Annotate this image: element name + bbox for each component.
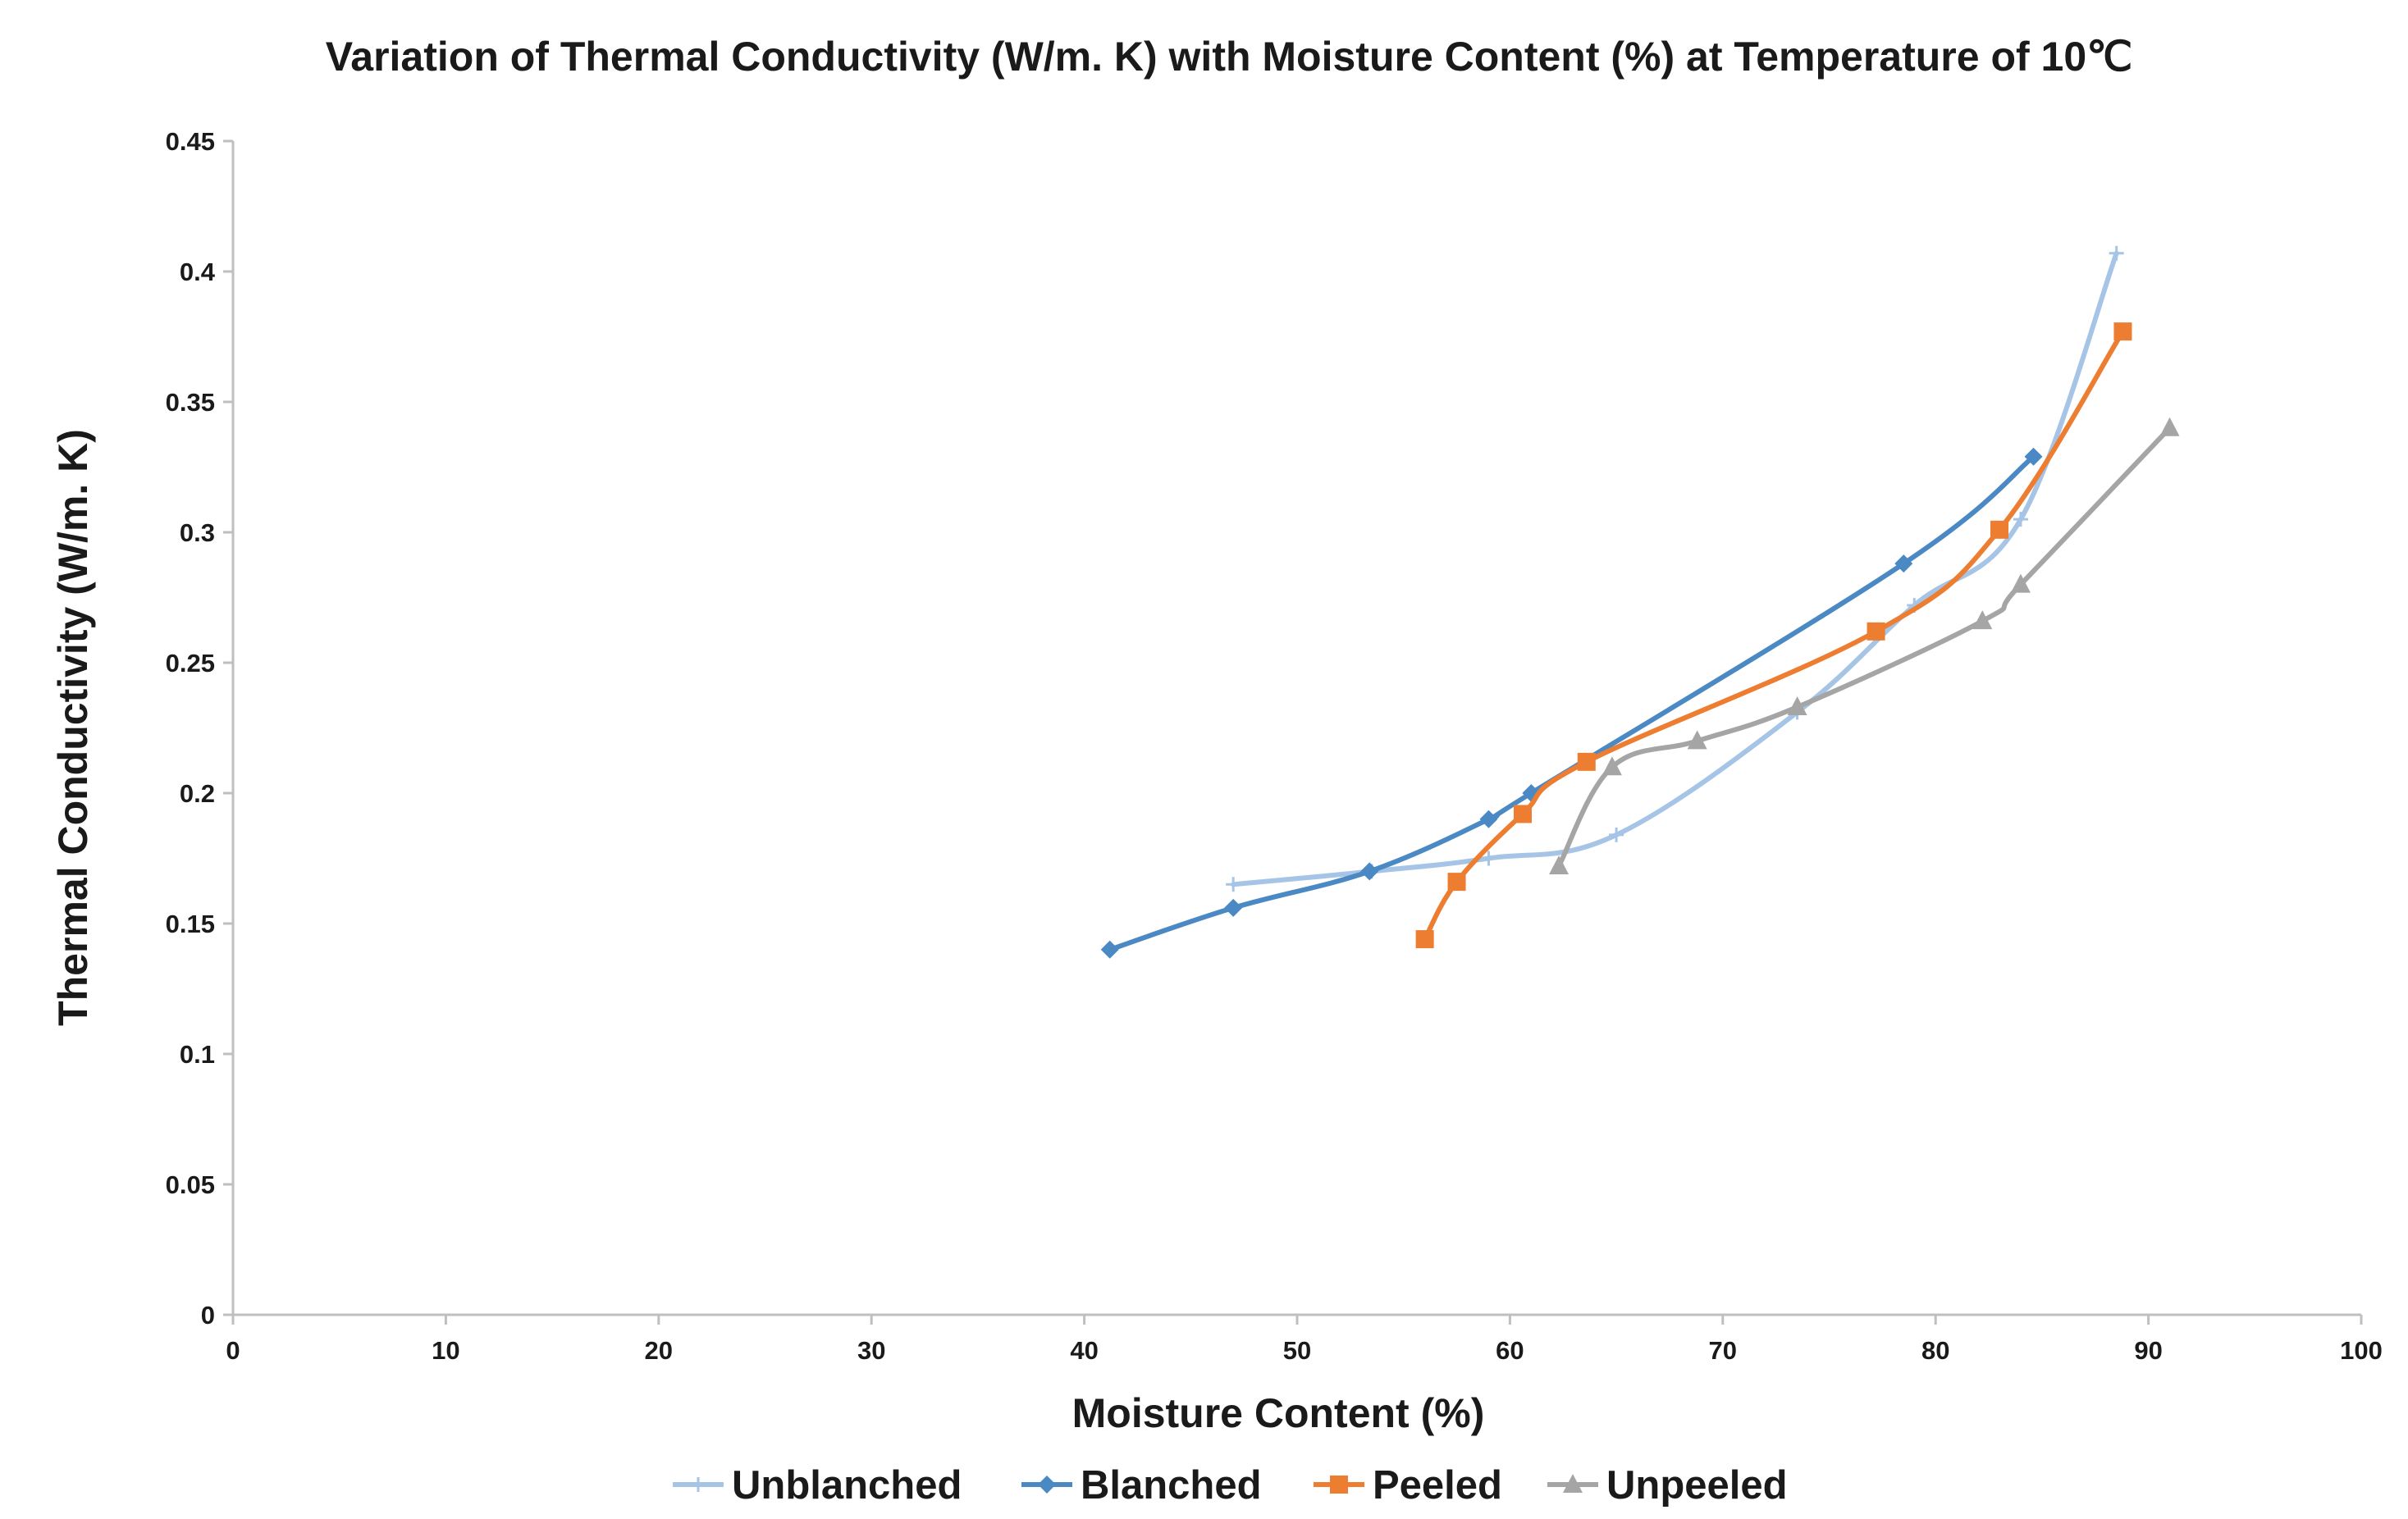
y-tick-label: 0.45 — [166, 127, 215, 156]
legend-swatch-marker — [1038, 1476, 1056, 1494]
data-point-blanched — [1100, 940, 1119, 959]
x-tick-label: 0 — [226, 1336, 240, 1365]
series-layer — [1100, 245, 2180, 959]
data-point-unblanched — [1226, 877, 1241, 892]
y-tick-label: 0.25 — [166, 649, 215, 677]
y-tick-label: 0 — [201, 1301, 215, 1330]
x-tick-label: 20 — [645, 1336, 673, 1365]
y-tick-label: 0.35 — [166, 388, 215, 417]
data-point-blanched — [1224, 898, 1243, 917]
data-point-blanched — [2024, 447, 2043, 466]
series-line-peeled — [1422, 329, 2126, 942]
legend-item-unblanched: Unblanched — [673, 1463, 962, 1508]
x-axis-title: Moisture Content (%) — [1072, 1390, 1485, 1436]
series-unpeeled — [1549, 417, 2180, 875]
data-point-peeled — [2113, 322, 2132, 341]
data-point-peeled — [1415, 930, 1434, 949]
x-tick-label: 70 — [1709, 1336, 1737, 1365]
data-point-unpeeled — [1972, 610, 1993, 630]
series-line-unpeeled — [1556, 425, 2173, 869]
y-tick-label: 0.05 — [166, 1170, 215, 1199]
data-point-unpeeled — [2010, 573, 2031, 593]
data-point-unblanched — [1609, 827, 1624, 842]
data-point-peeled — [1990, 520, 2009, 539]
data-point-unblanched — [2109, 245, 2124, 261]
x-tick-label: 10 — [432, 1336, 459, 1365]
x-tick-label: 100 — [2340, 1336, 2383, 1365]
series-line-unblanched — [1231, 250, 2119, 887]
x-tick-label: 80 — [1921, 1336, 1949, 1365]
x-tick-label: 60 — [1496, 1336, 1524, 1365]
legend-swatch-marker — [1330, 1476, 1348, 1494]
legend-label: Unpeeled — [1606, 1463, 1788, 1508]
y-axis-ticks: 0 0.05 0.1 0.15 0.2 0.25 0.3 0.35 0.4 0.45 — [166, 127, 233, 1330]
legend-item-blanched: Blanched — [1021, 1463, 1262, 1508]
data-point-unpeeled — [1602, 756, 1622, 776]
data-point-peeled — [1867, 622, 1885, 641]
legend-swatch-marker — [1563, 1474, 1583, 1493]
data-point-unblanched — [1481, 851, 1496, 866]
chart-title: Variation of Thermal Conductivity (W/m. … — [326, 34, 2133, 80]
x-tick-label: 90 — [2134, 1336, 2162, 1365]
y-tick-label: 0.3 — [180, 518, 215, 547]
y-tick-label: 0.15 — [166, 910, 215, 938]
legend-item-unpeeled: Unpeeled — [1547, 1463, 1788, 1508]
data-point-peeled — [1513, 805, 1532, 823]
data-point-blanched — [1479, 810, 1498, 828]
data-point-unpeeled — [1687, 730, 1707, 750]
legend-item-peeled: Peeled — [1314, 1463, 1502, 1508]
series-unblanched — [1226, 245, 2124, 892]
legend-label: Blanched — [1081, 1463, 1262, 1508]
x-tick-label: 30 — [857, 1336, 885, 1365]
y-tick-label: 0.1 — [180, 1040, 215, 1069]
series-blanched — [1100, 447, 2043, 959]
series-peeled — [1415, 322, 2132, 949]
x-tick-label: 50 — [1283, 1336, 1311, 1365]
y-axis-title: Thermal Conductivity (W/m. K) — [50, 429, 96, 1026]
legend: Unblanched Blanched Peeled Unpeeled — [673, 1463, 1788, 1508]
y-tick-label: 0.2 — [180, 779, 215, 808]
data-point-unpeeled — [1549, 855, 1570, 875]
legend-label: Unblanched — [732, 1463, 962, 1508]
data-point-unpeeled — [1787, 696, 1807, 716]
data-point-peeled — [1447, 873, 1466, 892]
x-tick-label: 40 — [1070, 1336, 1098, 1365]
y-tick-label: 0.4 — [180, 258, 216, 286]
x-axis-ticks: 0 10 20 30 40 50 60 70 80 90 100 — [226, 1315, 2383, 1365]
data-point-blanched — [1894, 554, 1913, 573]
data-point-unblanched — [2013, 512, 2028, 527]
data-point-peeled — [1577, 752, 1596, 771]
legend-label: Peeled — [1373, 1463, 1502, 1508]
data-point-unpeeled — [2159, 417, 2180, 436]
legend-swatch-marker — [691, 1477, 706, 1492]
series-line-blanched — [1107, 454, 2036, 952]
data-point-blanched — [1360, 862, 1379, 881]
